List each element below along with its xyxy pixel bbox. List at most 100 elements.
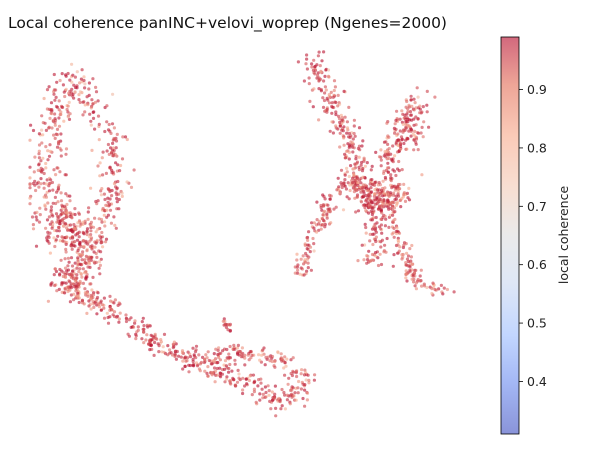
scatter-point — [64, 152, 68, 156]
scatter-point — [386, 170, 390, 174]
scatter-point — [407, 186, 411, 190]
scatter-point — [244, 377, 248, 381]
scatter-point — [106, 321, 111, 325]
scatter-point — [44, 182, 49, 186]
scatter-point — [241, 391, 245, 396]
scatter-point — [274, 414, 278, 418]
scatter-point — [384, 250, 388, 254]
scatter-point — [142, 324, 146, 328]
scatter-point — [28, 138, 32, 142]
scatter-point — [183, 356, 187, 360]
scatter-point — [402, 243, 406, 247]
scatter-point — [264, 355, 268, 359]
scatter-point — [235, 346, 239, 350]
scatter-point — [405, 99, 409, 104]
scatter-point — [285, 357, 289, 361]
scatter-point — [353, 196, 357, 200]
scatter-point — [374, 235, 378, 239]
scatter-point — [94, 230, 98, 234]
scatter-point — [383, 243, 387, 247]
scatter-point — [302, 373, 307, 377]
scatter-point — [270, 359, 274, 364]
scatter-point — [106, 200, 110, 204]
scatter-point — [107, 122, 111, 127]
scatter-point — [390, 186, 394, 190]
scatter-point — [179, 355, 183, 359]
scatter-point — [91, 293, 95, 297]
scatter-point — [259, 381, 263, 385]
scatter-point — [28, 165, 32, 169]
scatter-point — [389, 206, 393, 210]
scatter-point — [28, 196, 32, 200]
scatter-point — [148, 348, 152, 352]
scatter-point — [73, 227, 77, 231]
scatter-point — [112, 182, 117, 186]
scatter-point — [47, 189, 52, 193]
scatter-point — [297, 379, 301, 384]
scatter-point — [134, 337, 138, 341]
scatter-point — [421, 105, 425, 109]
scatter-point — [53, 98, 57, 102]
scatter-point — [194, 348, 198, 352]
scatter-point — [102, 303, 106, 307]
scatter-point — [81, 100, 85, 104]
scatter-point — [334, 100, 338, 105]
scatter-point — [350, 179, 354, 183]
scatter-point — [330, 111, 334, 115]
scatter-point — [85, 291, 89, 295]
scatter-point — [310, 62, 314, 66]
scatter-point — [181, 359, 185, 363]
scatter-point — [303, 258, 307, 262]
scatter-point — [337, 117, 342, 121]
scatter-point — [414, 268, 418, 272]
scatter-point — [355, 176, 360, 180]
scatter-point — [88, 245, 92, 249]
scatter-point — [273, 384, 277, 388]
scatter-point — [243, 353, 247, 357]
scatter-point — [305, 391, 310, 395]
scatter-point — [410, 277, 414, 281]
scatter-point — [55, 80, 59, 84]
scatter-point — [33, 179, 37, 183]
scatter-point — [221, 319, 225, 323]
scatter-point — [148, 324, 152, 328]
scatter-point — [334, 126, 338, 130]
scatter-point — [191, 359, 195, 364]
scatter-point — [64, 192, 68, 196]
scatter-point — [307, 378, 311, 382]
scatter-point — [346, 181, 350, 185]
scatter-point — [397, 159, 401, 164]
scatter-point — [334, 112, 338, 117]
scatter-point — [347, 157, 351, 161]
scatter-point — [307, 76, 311, 80]
scatter-point — [74, 289, 78, 293]
scatter-point — [412, 271, 416, 275]
scatter-point — [233, 362, 237, 366]
scatter-point — [315, 200, 319, 204]
scatter-point — [118, 311, 122, 315]
scatter-point — [96, 99, 100, 103]
scatter-point — [45, 88, 50, 92]
scatter-point — [331, 105, 335, 109]
scatter-point — [104, 240, 108, 244]
scatter-point — [98, 263, 102, 267]
scatter-point — [90, 98, 94, 102]
scatter-point — [348, 188, 352, 193]
scatter-point — [356, 181, 360, 185]
scatter-point — [212, 366, 217, 370]
scatter-point — [241, 388, 245, 392]
chart-title: Local coherence panINC+velovi_woprep (Ng… — [8, 14, 447, 33]
scatter-point — [383, 224, 387, 228]
scatter-point — [124, 319, 129, 324]
scatter-point — [79, 77, 83, 81]
scatter-point — [103, 224, 107, 228]
scatter-point — [45, 236, 49, 240]
scatter-point — [173, 354, 177, 359]
scatter-point — [181, 367, 185, 371]
scatter-point — [228, 381, 232, 385]
scatter-point — [65, 235, 69, 239]
scatter-point — [348, 135, 352, 140]
scatter-point — [412, 97, 416, 101]
scatter-point — [46, 299, 51, 303]
scatter-point — [401, 112, 405, 116]
